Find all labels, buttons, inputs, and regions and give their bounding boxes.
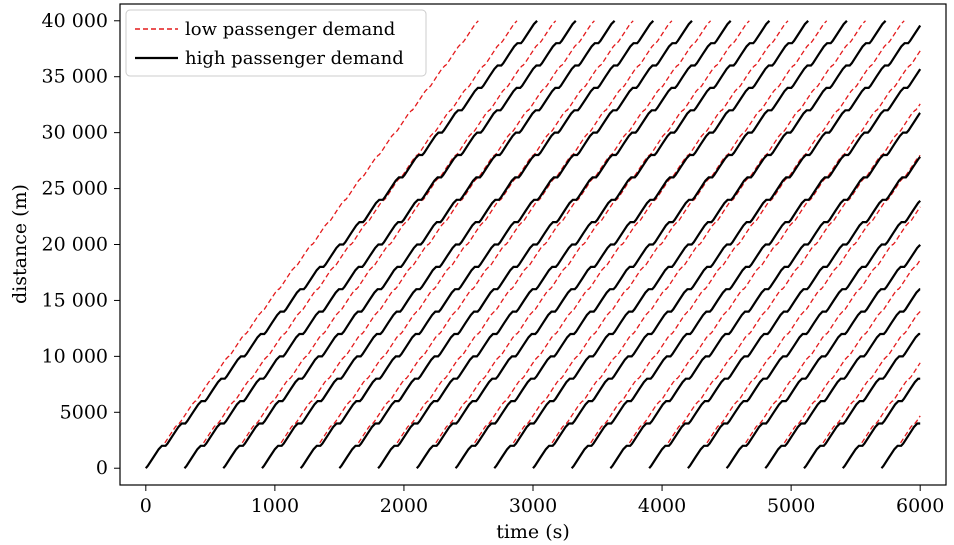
high-demand-trajectory — [144, 20, 538, 469]
low-demand-trajectory — [455, 20, 789, 469]
low-demand-trajectory — [803, 310, 921, 469]
y-axis-ticks: 0 5000 10 000 15 000 20 000 25 000 30 000 35 00… — [42, 10, 120, 479]
low-demand-trajectory — [377, 20, 712, 469]
high-demand-trajectory — [725, 244, 921, 469]
low-demand-trajectory — [300, 20, 634, 469]
x-axis-ticks: 0 1000 2000 3000 4000 5000 6000 — [140, 485, 944, 517]
low-demand-trajectory — [609, 50, 921, 469]
y-tick-label: 35 000 — [42, 66, 108, 88]
high-demand-trajectory — [299, 20, 693, 469]
high-demand-trajectory — [648, 156, 922, 469]
y-tick-label: 5000 — [60, 401, 108, 423]
high-demand-trajectory — [415, 20, 809, 469]
y-tick-label: 30 000 — [42, 122, 108, 144]
x-tick-label: 0 — [140, 495, 152, 517]
legend: low passenger demand high passenger dema… — [125, 9, 427, 77]
trajectory-lines — [144, 20, 922, 469]
low-demand-trajectory — [881, 415, 921, 469]
low-demand-trajectory — [532, 20, 866, 469]
high-demand-trajectory — [183, 20, 577, 469]
y-tick-label: 40 000 — [42, 10, 108, 32]
y-tick-label: 25 000 — [42, 178, 108, 200]
high-demand-trajectory — [764, 288, 921, 469]
x-axis-label: time (s) — [496, 521, 570, 543]
low-demand-trajectory — [726, 206, 921, 469]
high-demand-trajectory — [687, 200, 921, 469]
high-demand-trajectory — [261, 20, 655, 469]
high-demand-trajectory — [338, 20, 732, 469]
x-tick-label: 4000 — [638, 495, 686, 517]
low-demand-trajectory — [222, 20, 557, 469]
x-tick-label: 6000 — [896, 495, 944, 517]
x-tick-label: 3000 — [509, 495, 557, 517]
x-tick-label: 1000 — [251, 495, 299, 517]
low-demand-trajectory — [493, 20, 828, 469]
high-demand-trajectory — [493, 20, 887, 469]
legend-label-high-demand: high passenger demand — [185, 48, 404, 69]
high-demand-trajectory — [803, 332, 921, 469]
low-demand-trajectory — [416, 20, 750, 469]
low-demand-trajectory — [145, 20, 479, 469]
x-tick-label: 2000 — [380, 495, 428, 517]
low-demand-trajectory — [571, 20, 905, 469]
high-demand-trajectory — [570, 68, 922, 469]
y-tick-label: 0 — [96, 457, 108, 479]
low-demand-trajectory — [338, 20, 673, 469]
y-axis-label: distance (m) — [9, 184, 31, 304]
low-demand-trajectory — [184, 20, 518, 469]
high-demand-trajectory — [609, 112, 921, 469]
high-demand-trajectory — [880, 422, 921, 469]
x-tick-label: 5000 — [767, 495, 815, 517]
high-demand-trajectory — [841, 377, 921, 469]
y-tick-label: 10 000 — [42, 345, 108, 367]
y-tick-label: 15 000 — [42, 289, 108, 311]
low-demand-trajectory — [648, 103, 921, 469]
low-demand-trajectory — [261, 20, 595, 469]
legend-label-low-demand: low passenger demand — [185, 19, 395, 40]
high-demand-trajectory — [532, 24, 922, 469]
low-demand-trajectory — [764, 259, 921, 469]
y-tick-label: 20 000 — [42, 234, 108, 256]
high-demand-trajectory — [454, 20, 848, 469]
legend-box — [125, 9, 427, 77]
high-demand-trajectory — [222, 20, 616, 469]
high-demand-trajectory — [377, 20, 771, 469]
low-demand-trajectory — [687, 154, 921, 469]
